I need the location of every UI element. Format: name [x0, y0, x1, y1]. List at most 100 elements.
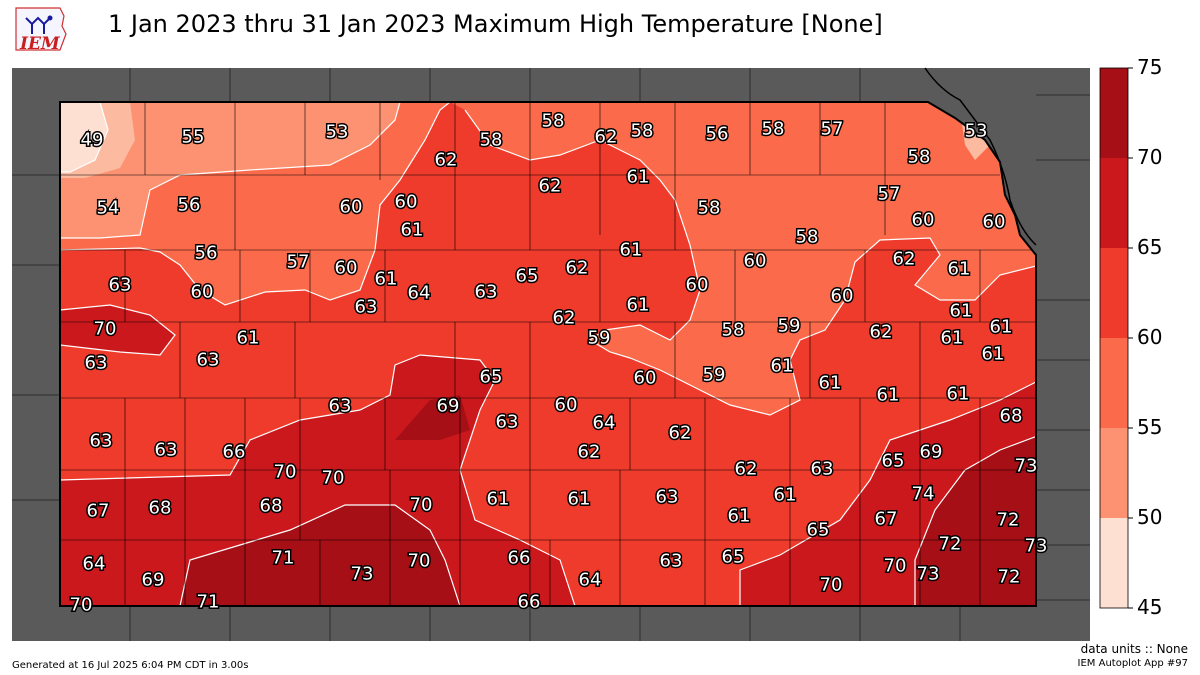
station-value-label: 57 — [878, 184, 901, 205]
station-value-label: 49 — [81, 130, 104, 151]
station-value-label: 73 — [917, 564, 940, 585]
station-value-label: 61 — [990, 317, 1013, 338]
station-value-label: 61 — [950, 301, 973, 322]
station-value-label: 55 — [182, 127, 205, 148]
station-value-label: 60 — [744, 251, 767, 272]
station-value-label: 53 — [965, 121, 988, 142]
station-value-label: 61 — [948, 259, 971, 280]
band-70-75-se — [915, 435, 1036, 606]
station-value-label: 67 — [87, 501, 110, 522]
station-value-label: 60 — [831, 286, 854, 307]
station-value-label: 70 — [820, 575, 843, 596]
station-value-label: 73 — [1025, 536, 1048, 557]
station-value-label: 65 — [807, 520, 830, 541]
station-value-label: 60 — [686, 275, 709, 296]
station-value-label: 73 — [1015, 456, 1038, 477]
station-value-label: 58 — [480, 130, 503, 151]
station-value-label: 69 — [437, 396, 460, 417]
colorbar — [1099, 67, 1133, 609]
station-value-label: 62 — [735, 459, 758, 480]
station-value-label: 60 — [555, 395, 578, 416]
station-value-label: 71 — [197, 592, 220, 613]
station-value-label: 59 — [588, 328, 611, 349]
station-value-label: 60 — [191, 282, 214, 303]
station-value-label: 64 — [593, 413, 616, 434]
station-value-label: 56 — [195, 243, 218, 264]
state-outline — [59, 101, 1037, 607]
generated-timestamp: Generated at 16 Jul 2025 6:04 PM CDT in … — [12, 660, 249, 671]
station-value-label: 59 — [778, 316, 801, 337]
station-value-label: 72 — [939, 534, 962, 555]
station-value-label: 68 — [260, 496, 283, 517]
station-value-label: 70 — [94, 319, 117, 340]
station-value-label: 63 — [109, 275, 132, 296]
station-value-label: 66 — [518, 592, 541, 613]
station-value-label: 56 — [178, 195, 201, 216]
station-value-label: 66 — [508, 548, 531, 569]
station-value-label: 71 — [272, 548, 295, 569]
station-value-label: 62 — [435, 150, 458, 171]
colorbar-tick-label: 70 — [1137, 145, 1163, 169]
colorbar-tick-label: 75 — [1137, 55, 1163, 79]
colorbar-tick-label: 65 — [1137, 235, 1163, 259]
station-value-label: 62 — [566, 258, 589, 279]
station-value-label: 64 — [83, 554, 106, 575]
station-value-label: 70 — [322, 468, 345, 489]
station-value-label: 62 — [578, 442, 601, 463]
station-value-label: 57 — [287, 252, 310, 273]
station-value-label: 56 — [706, 124, 729, 145]
station-value-label: 61 — [819, 373, 842, 394]
station-value-label: 58 — [698, 198, 721, 219]
station-value-label: 72 — [997, 510, 1020, 531]
station-value-label: 62 — [539, 176, 562, 197]
station-value-label: 63 — [475, 282, 498, 303]
station-value-label: 61 — [771, 356, 794, 377]
colorbar-segment — [1100, 158, 1128, 248]
station-value-label: 53 — [326, 122, 349, 143]
station-value-label: 63 — [656, 487, 679, 508]
station-value-label: 70 — [274, 462, 297, 483]
station-value-label: 58 — [722, 320, 745, 341]
station-value-label: 61 — [568, 489, 591, 510]
neighbor-borders — [12, 67, 1090, 641]
station-value-label: 66 — [223, 442, 246, 463]
station-value-label: 69 — [920, 442, 943, 463]
station-value-label: 68 — [1000, 406, 1023, 427]
station-value-label: 57 — [821, 119, 844, 140]
iem-logo-icon — [15, 7, 67, 51]
colorbar-tick-label: 60 — [1137, 325, 1163, 349]
colorbar-segment — [1100, 248, 1128, 338]
value-labels: 49 55 53 58 58 62 58 56 58 57 53 62 58 62 61 57 54 56 60 60… — [68, 109, 1049, 617]
station-value-label: 64 — [408, 283, 431, 304]
station-value-label: 63 — [329, 396, 352, 417]
station-value-label: 63 — [496, 412, 519, 433]
station-value-label: 64 — [579, 570, 602, 591]
station-value-label: 58 — [762, 119, 785, 140]
station-value-label: 61 — [375, 269, 398, 290]
station-value-label: 61 — [620, 240, 643, 261]
station-value-label: 65 — [722, 547, 745, 568]
station-value-label: 60 — [912, 210, 935, 231]
station-value-label: 65 — [516, 266, 539, 287]
station-value-label: 74 — [912, 484, 935, 505]
colorbar-segment — [1100, 68, 1128, 158]
colorbar-segment — [1100, 428, 1128, 518]
station-value-label: 62 — [595, 127, 618, 148]
station-value-label: 70 — [884, 556, 907, 577]
station-value-label: 73 — [351, 564, 374, 585]
station-value-label: 70 — [70, 595, 93, 616]
station-value-label: 63 — [155, 440, 178, 461]
colorbar-tick-label: 50 — [1137, 505, 1163, 529]
station-value-label: 69 — [142, 570, 165, 591]
app-label: IEM Autoplot App #97 — [1077, 658, 1188, 669]
station-value-label: 62 — [553, 308, 576, 329]
colorbar-tick-label: 45 — [1137, 595, 1163, 619]
station-value-label: 63 — [90, 431, 113, 452]
station-value-label: 60 — [335, 258, 358, 279]
station-value-label: 63 — [811, 459, 834, 480]
station-value-label: 59 — [703, 365, 726, 386]
station-value-label: 61 — [774, 485, 797, 506]
band-55-60 — [60, 102, 1036, 415]
station-value-label: 61 — [728, 506, 751, 527]
station-value-label: 61 — [947, 384, 970, 405]
